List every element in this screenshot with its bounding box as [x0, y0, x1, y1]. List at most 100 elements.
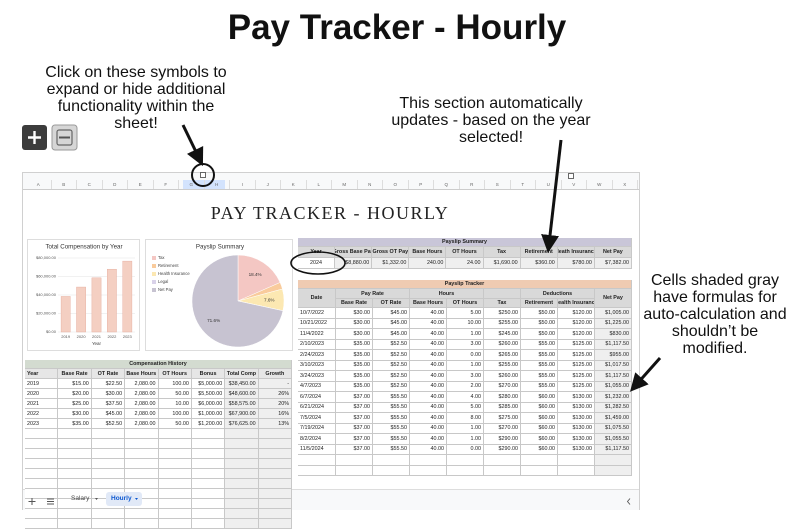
legend-swatch: [152, 264, 156, 268]
column-letter[interactable]: V: [562, 180, 587, 189]
empty-cell: [191, 509, 226, 519]
column-letter[interactable]: K: [281, 180, 307, 189]
tracker-cell: $120.00: [558, 308, 595, 319]
column-letter[interactable]: X: [613, 180, 638, 189]
tracker-cell: $45.00: [373, 329, 410, 340]
column-letter[interactable]: A: [26, 180, 52, 189]
column-letter[interactable]: T: [511, 180, 536, 189]
empty-cell: [258, 509, 292, 519]
column-letter[interactable]: H: [205, 180, 230, 189]
history-cell: 2,080.00: [125, 389, 159, 399]
empty-cell: [58, 469, 92, 479]
column-letter[interactable]: B: [52, 180, 77, 189]
tracker-cell: $55.50: [373, 392, 410, 403]
history-cell: $1,000.00: [191, 409, 226, 419]
empty-cell: [158, 479, 192, 489]
tracker-cell: 40.00: [410, 318, 447, 329]
empty-cell: [58, 449, 92, 459]
column-letter[interactable]: E: [128, 180, 154, 189]
empty-cell: [484, 455, 521, 466]
bar: [91, 277, 102, 333]
tracker-cell: 10.00: [447, 318, 484, 329]
column-letter[interactable]: C: [77, 180, 103, 189]
history-cell: 2,080.00: [125, 409, 159, 419]
tracker-cell: $265.00: [484, 350, 521, 361]
column-letter[interactable]: F: [154, 180, 179, 189]
tracker-cell: 40.00: [410, 392, 447, 403]
empty-cell: [258, 429, 292, 439]
empty-cell: [484, 465, 521, 476]
tracker-cell: $270.00: [484, 381, 521, 392]
tracker-cell: $37.00: [336, 413, 373, 424]
column-letter[interactable]: D: [103, 180, 128, 189]
tracker-cell: $1,225.00: [595, 318, 632, 329]
tracker-cell: $290.00: [484, 444, 521, 455]
empty-cell: [373, 455, 410, 466]
column-letter[interactable]: U: [536, 180, 562, 189]
history-cell: $76,625.00: [225, 419, 259, 429]
empty-cell: [58, 429, 92, 439]
tracker-cell: 40.00: [410, 444, 447, 455]
legend-swatch: [152, 256, 156, 260]
column-letter[interactable]: L: [307, 180, 332, 189]
tracker-cell: 40.00: [410, 339, 447, 350]
column-header: OT Hours: [446, 247, 484, 258]
column-letter[interactable]: J: [256, 180, 281, 189]
history-cell: $37.50: [91, 399, 126, 409]
date-cell: 7/5/2024: [298, 413, 336, 424]
column-header: Base Rate: [336, 299, 373, 308]
legend-label: Legal: [158, 279, 168, 284]
column-header: Total Comp: [225, 369, 259, 379]
tracker-cell: $55.50: [373, 423, 410, 434]
tracker-cell: $60.00: [521, 444, 558, 455]
empty-cell: [125, 439, 159, 449]
column-letter[interactable]: W: [587, 180, 613, 189]
tracker-cell: $130.00: [558, 413, 595, 424]
empty-cell: [91, 439, 126, 449]
tracker-cell: $130.00: [558, 444, 595, 455]
empty-cell: [125, 509, 159, 519]
column-letter[interactable]: Q: [434, 180, 460, 189]
column-header: Net Pay: [594, 247, 632, 258]
column-letter[interactable]: S: [485, 180, 511, 189]
tracker-cell: $60.00: [521, 402, 558, 413]
tracker-cell: 40.00: [410, 434, 447, 445]
date-cell: 11/4/2022: [298, 329, 336, 340]
empty-cell: [158, 519, 192, 529]
empty-cell: [191, 469, 226, 479]
tracker-cell: $1,282.50: [595, 402, 632, 413]
column-letter[interactable]: M: [332, 180, 358, 189]
empty-cell: [225, 469, 259, 479]
column-header: Gross OT Pay: [372, 247, 410, 258]
sheet-tab[interactable]: Hourly: [106, 492, 142, 506]
legend-label: Retirement: [158, 263, 179, 268]
chart-title: Payslip Summary: [196, 244, 245, 251]
column-letter[interactable]: I: [230, 180, 256, 189]
tracker-cell: $1,459.00: [595, 413, 632, 424]
annotation: This section automatically updates - bas…: [391, 95, 591, 146]
table-title: Payslip Tracker: [298, 280, 632, 289]
empty-cell: [91, 449, 126, 459]
summary-cell: 240.00: [409, 258, 447, 269]
column-letter[interactable]: R: [460, 180, 485, 189]
tracker-cell: $255.00: [484, 318, 521, 329]
empty-cell: [191, 479, 226, 489]
summary-cell: $780.00: [557, 258, 595, 269]
column-letter[interactable]: O: [383, 180, 409, 189]
date-cell: 4/7/2023: [298, 381, 336, 392]
empty-cell: [25, 459, 59, 469]
column-letter[interactable]: P: [409, 180, 434, 189]
tracker-cell: 2.00: [447, 381, 484, 392]
history-cell: $58,575.00: [225, 399, 259, 409]
year-selector[interactable]: 2024: [298, 258, 336, 269]
empty-cell: [158, 499, 192, 509]
column-letter[interactable]: N: [358, 180, 383, 189]
empty-cell: [25, 439, 59, 449]
tracker-cell: $50.00: [521, 329, 558, 340]
empty-cell: [191, 449, 226, 459]
sheet-tab[interactable]: Salary: [71, 495, 90, 502]
empty-cell: [225, 449, 259, 459]
column-letter[interactable]: G: [179, 180, 205, 189]
empty-cell: [225, 439, 259, 449]
tracker-cell: $30.00: [336, 318, 373, 329]
